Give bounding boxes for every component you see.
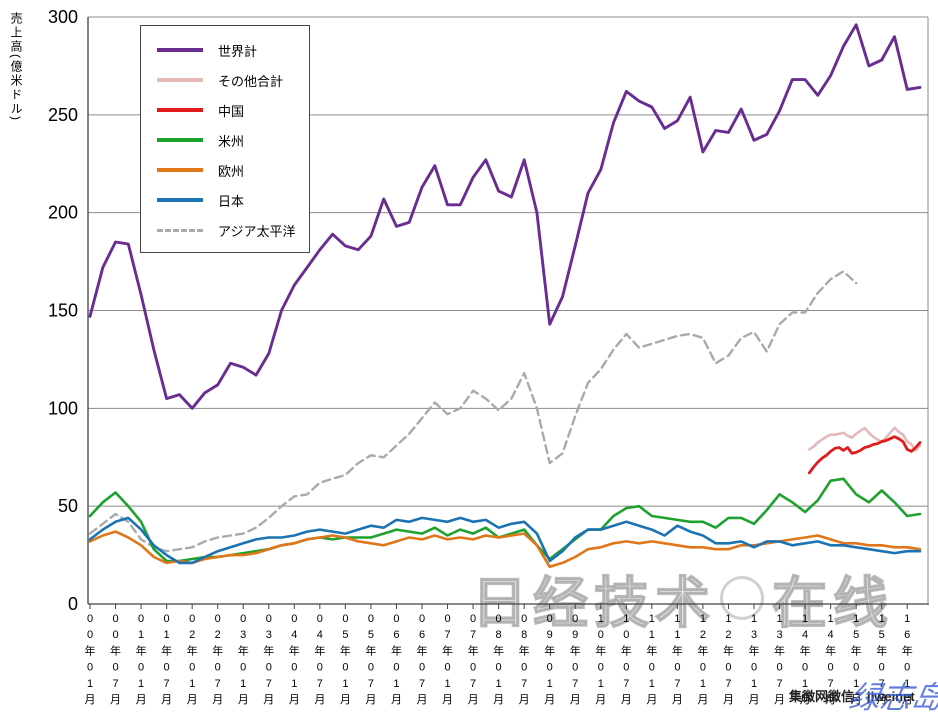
y-axis-title: 売上高(億米ドル) (9, 12, 23, 122)
y-tick-label: 150 (48, 301, 78, 321)
y-tick-label: 200 (48, 203, 78, 223)
legend-item-europe: 欧州 (157, 155, 309, 185)
series-line-americas (88, 477, 922, 563)
watermark-nikkei-text-right: 在线 (771, 571, 895, 635)
y-tick-label: 300 (48, 7, 78, 27)
europe-line-sample-icon (157, 168, 203, 172)
asia-pacific-line-sample-icon (157, 228, 203, 232)
series-line-europe (88, 530, 922, 569)
legend-label-europe: 欧州 (218, 163, 245, 179)
legend-label-china: 中国 (218, 103, 245, 119)
legend-item-china: 中国 (157, 95, 309, 125)
series-line-china (807, 435, 922, 475)
watermark-weixin: 集微网微信：jiweinet (789, 689, 915, 704)
legend-item-japan: 日本 (157, 185, 309, 215)
y-tick-label: 250 (48, 105, 78, 125)
americas-line-sample-icon (157, 138, 203, 142)
series-line-asia_pacific (88, 270, 858, 553)
watermark-blue-script: 绿志岛 (846, 680, 938, 716)
watermark-nikkei-text-left: 日经技术 (471, 571, 717, 635)
y-tick-label: 50 (58, 496, 78, 516)
china-line-sample-icon (157, 108, 203, 112)
legend: 世界計 その他合計 中国 米州 欧州 日本 アジア太平洋 (140, 25, 310, 253)
legend-label-others: その他合計 (218, 73, 284, 89)
legend-label-japan: 日本 (218, 193, 245, 209)
world-line-sample-icon (157, 48, 203, 52)
series-line-others_total (808, 426, 922, 452)
japan-line-sample-icon (157, 198, 203, 202)
legend-item-asia-pacific: アジア太平洋 (157, 215, 309, 245)
watermark-nikkei: 日经技术 在线 (471, 558, 895, 638)
watermark-ring-icon (720, 576, 765, 620)
series-line-world_total (88, 23, 922, 410)
y-tick-label: 100 (48, 398, 78, 418)
legend-label-asia-pacific: アジア太平洋 (218, 223, 296, 239)
legend-item-world: 世界計 (157, 35, 309, 65)
legend-item-others: その他合計 (157, 65, 309, 95)
others-line-sample-icon (157, 78, 203, 82)
legend-label-americas: 米州 (218, 133, 245, 149)
legend-label-world: 世界計 (218, 43, 258, 59)
y-tick-label: 0 (68, 594, 78, 614)
legend-item-americas: 米州 (157, 125, 309, 155)
series-line-japan (88, 516, 922, 565)
